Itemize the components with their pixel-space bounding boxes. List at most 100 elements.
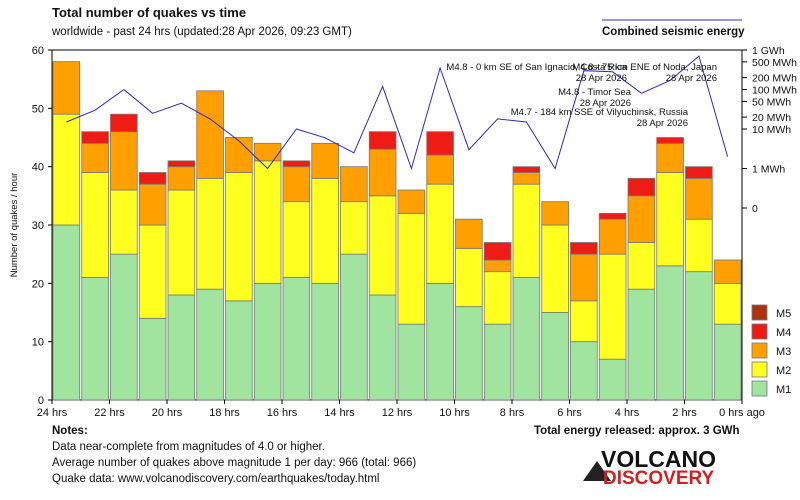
bar-m2 [426,183,454,284]
x-tick-label: 20 hrs [152,407,183,419]
bar-m1 [426,282,454,401]
bar-m3 [570,253,598,302]
x-tick-label: 18 hrs [209,407,240,419]
energy-legend-label: Combined seismic energy [602,26,745,38]
bar-m2 [627,242,656,290]
bar-m4 [656,137,684,144]
bar-m2 [368,195,397,296]
bar-m4 [426,131,454,156]
bar-m3 [225,137,253,173]
bar-m2 [282,201,311,278]
bar-m2 [110,189,138,255]
bar-m1 [483,323,512,401]
bar-m1 [397,323,426,401]
bar-m1 [512,277,541,401]
bar-m2 [340,201,368,255]
bar-m1 [167,294,196,401]
volcano-icon [583,461,611,481]
bar-m4 [483,242,512,261]
legend-swatch-m1 [751,380,768,397]
bar-m2 [685,218,713,273]
bar-m3 [397,189,426,214]
energy-tick-label: 100 MWh [752,85,797,97]
note-line: Quake data: www.volcanodiscovery.com/ear… [52,473,380,485]
energy-tick-label: 20 MWh [752,112,791,124]
legend-label: M5 [776,308,791,320]
bar-m3 [52,61,81,115]
x-tick-label: 22 hrs [94,407,125,419]
bar-m1 [282,277,311,401]
notes-heading: Notes: [52,425,88,437]
bar-m4 [110,113,138,133]
y-tick-label: 0 [38,395,44,407]
bar-m3 [483,259,512,273]
annotation-text: M4.8 - 0 km SE of San Ignacio, Costa Ric… [446,62,627,73]
x-tick-label: 2 hrs [672,407,697,419]
bar-m1 [138,317,167,401]
bar-m1 [225,300,253,401]
bar-m1 [110,253,138,401]
bar-m2 [397,212,426,325]
x-tick-label: 8 hrs [500,407,525,419]
annotation-text: 28 Apr 2026 [637,118,688,129]
energy-tick-label: 500 MWh [752,57,797,69]
bar-m2 [138,224,167,319]
note-line: Average number of quakes above magnitude… [52,457,417,469]
energy-tick-label: 0 [752,203,758,215]
bar-m1 [598,358,627,401]
x-tick-label: 10 hrs [439,407,470,419]
bar-m3 [685,177,713,220]
bar-m1 [570,341,598,401]
bar-m1 [713,323,742,401]
bar-m1 [52,224,81,401]
bar-m1 [368,294,397,401]
bar-m3 [253,142,282,162]
energy-tick-label: 10 MWh [752,124,791,136]
bar-m2 [455,247,483,308]
annotation-text: M4.8 - 75 km ENE of Noda, Japan [572,62,717,73]
bar-m3 [598,218,627,255]
energy-tick-label: 200 MWh [752,73,797,85]
chart-title: Total number of quakes vs time [52,5,247,20]
x-tick-label: 0 hrs ago [719,407,765,419]
bar-m4 [368,131,397,150]
bar-m3 [541,201,569,226]
bar-m2 [570,300,598,343]
bar-m3 [426,154,454,185]
x-tick-label: 16 hrs [267,407,298,419]
legend-swatch-m5 [751,304,768,321]
x-tick-label: 6 hrs [557,407,582,419]
bar-m2 [311,177,339,284]
bar-m3 [138,183,167,226]
legend-swatch-m4 [751,323,768,340]
bar-m3 [196,90,224,179]
bar-m1 [455,306,483,401]
bar-m3 [167,166,196,191]
bar-m1 [311,282,339,401]
y-tick-label: 50 [32,103,44,115]
x-tick-label: 14 hrs [324,407,355,419]
volcano-discovery-logo[interactable]: VOLCANO DISCOVERY [583,446,728,493]
bar-m1 [81,277,109,401]
annotation-text: 28 Apr 2026 [576,73,627,84]
legend-label: M3 [776,346,791,358]
bar-m4 [598,212,627,220]
bar-m2 [512,183,541,278]
bar-m1 [196,288,224,401]
legend-label: M1 [776,384,791,396]
legend-swatch-m2 [751,361,768,378]
y-axis-label: Number of quakes / hour [9,173,20,278]
energy-series-line [66,55,729,171]
bar-m1 [541,312,569,401]
y-tick-label: 40 [32,162,44,174]
bar-m2 [713,282,742,325]
bar-m2 [225,172,253,302]
bar-m4 [282,160,311,168]
energy-tick-label: 50 MWh [752,96,791,108]
bar-m1 [340,253,368,401]
bar-m3 [81,142,109,173]
y-tick-label: 60 [32,45,44,57]
annotation-text: M4.7 - 184 km SSE of Vilyuchinsk, Russia [511,107,689,118]
bar-m4 [627,177,656,197]
y-tick-label: 20 [32,278,44,290]
